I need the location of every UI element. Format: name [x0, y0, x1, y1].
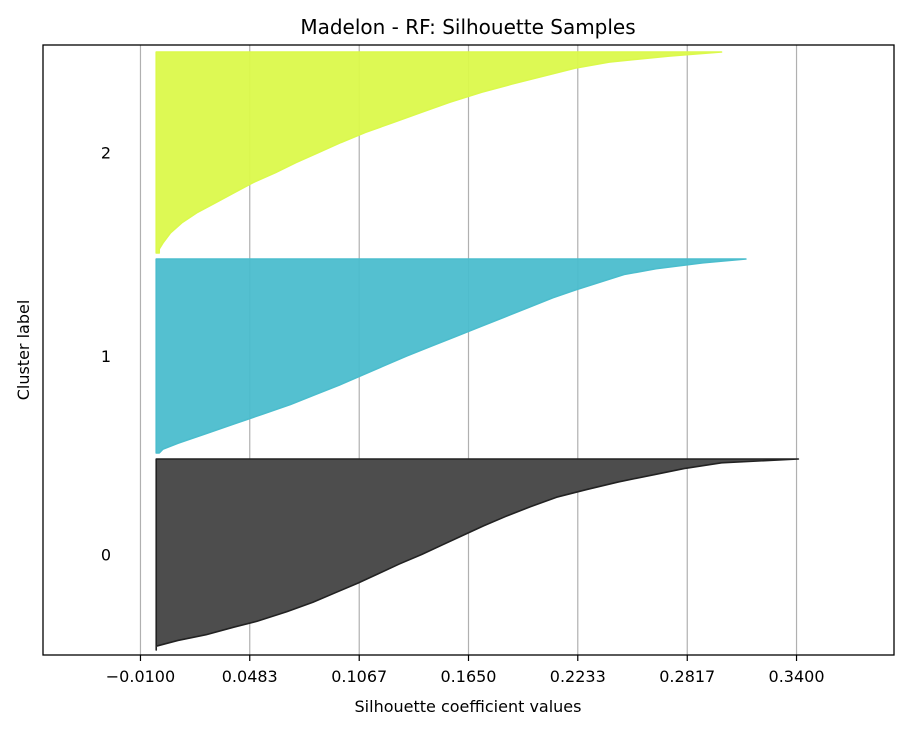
x-axis-label: Silhouette coefficient values: [355, 697, 582, 716]
x-tick-label-0: −0.0100: [106, 667, 175, 686]
cluster-label-2: 2: [101, 144, 111, 163]
x-tick-label-2: 0.1067: [331, 667, 387, 686]
cluster-0-silhouette: [155, 458, 800, 651]
cluster-1-silhouette: [155, 258, 747, 454]
y-axis-label: Cluster label: [14, 300, 33, 401]
x-tick-label-6: 0.3400: [769, 667, 825, 686]
x-tick-label-1: 0.0483: [222, 667, 278, 686]
cluster-silhouettes: [155, 51, 800, 651]
x-tick-label-5: 0.2817: [659, 667, 715, 686]
cluster-label-0: 0: [101, 546, 111, 565]
cluster-label-1: 1: [101, 347, 111, 366]
x-tick-label-4: 0.2233: [550, 667, 606, 686]
x-tick-label-3: 0.1650: [441, 667, 497, 686]
chart-title: Madelon - RF: Silhouette Samples: [300, 15, 635, 39]
cluster-labels: 0 1 2: [101, 144, 111, 565]
cluster-2-silhouette: [155, 51, 723, 254]
x-axis-ticks: −0.0100 0.0483 0.1067 0.1650 0.2233 0.2817 0.3…: [106, 655, 825, 686]
